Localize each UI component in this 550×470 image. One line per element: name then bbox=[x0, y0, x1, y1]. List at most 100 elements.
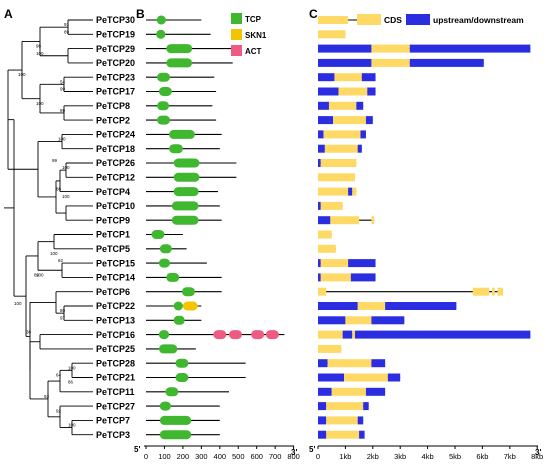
domain-tcp bbox=[171, 215, 199, 225]
gene-label: PeTCP26 bbox=[96, 158, 135, 168]
gene-label: PeTCP30 bbox=[96, 15, 135, 25]
utr-block bbox=[318, 58, 372, 67]
cds-block bbox=[371, 44, 410, 53]
axis-b-start: 5' bbox=[134, 445, 140, 454]
gene-label: PeTCP20 bbox=[96, 58, 135, 68]
gene-label: PeTCP19 bbox=[96, 30, 135, 40]
domain-act bbox=[213, 330, 227, 340]
bootstrap-value: 91 bbox=[64, 22, 70, 27]
bootstrap-value: 100 bbox=[62, 194, 70, 199]
utr-block bbox=[318, 416, 327, 425]
cds-block bbox=[323, 130, 361, 139]
axis-c-tick-label: 8kb bbox=[531, 452, 543, 461]
cds-block bbox=[326, 416, 358, 425]
domain-tcp bbox=[158, 87, 172, 96]
cds-block bbox=[371, 58, 410, 67]
utr-block bbox=[318, 316, 346, 325]
panel-label-a: A bbox=[4, 7, 13, 21]
cds-block bbox=[320, 273, 351, 282]
axis-b-tick-label: 200 bbox=[177, 452, 190, 461]
utr-block bbox=[318, 402, 327, 411]
cds-block bbox=[320, 259, 349, 268]
bootstrap-value: 100 bbox=[18, 72, 26, 77]
axis-c-end: 3' bbox=[535, 448, 541, 457]
bootstrap-value: 97 bbox=[60, 315, 66, 320]
domain-tcp bbox=[169, 144, 183, 154]
bootstrap-value: 64 bbox=[56, 373, 62, 378]
cds-block bbox=[352, 187, 357, 196]
bootstrap-value: 88 bbox=[56, 187, 62, 192]
legend-swatch-skn1 bbox=[231, 29, 242, 40]
utr-block bbox=[318, 273, 321, 282]
domain-tcp bbox=[157, 72, 170, 82]
domain-tcp bbox=[157, 115, 170, 125]
domain-tcp bbox=[173, 301, 183, 311]
cds-block bbox=[331, 387, 366, 396]
gene-label: PeTCP10 bbox=[96, 201, 135, 211]
utr-block bbox=[348, 187, 353, 196]
axis-c-tick-label: 4kb bbox=[422, 452, 434, 461]
gene-label: PeTCP13 bbox=[96, 316, 135, 326]
axis-c-tick-label: 3kb bbox=[394, 452, 406, 461]
cds-block bbox=[320, 201, 343, 210]
utr-block bbox=[359, 430, 365, 439]
gene-label: PeTCP4 bbox=[96, 187, 130, 197]
domain-tcp bbox=[159, 415, 192, 425]
axis-c-tick-label: 6kb bbox=[476, 452, 488, 461]
cds-block bbox=[318, 244, 336, 253]
cds-block bbox=[352, 330, 355, 339]
gene-label: PeTCP6 bbox=[96, 287, 130, 297]
domain-act bbox=[265, 330, 279, 340]
domain-tcp bbox=[169, 129, 195, 139]
cds-block bbox=[318, 287, 327, 296]
utr-block bbox=[348, 259, 376, 268]
bootstrap-value: 62 bbox=[58, 258, 64, 263]
axis-c-tick-label: 2kb bbox=[367, 452, 379, 461]
cds-block bbox=[320, 159, 357, 167]
utr-block bbox=[318, 44, 372, 53]
bootstrap-value: 86 bbox=[68, 380, 74, 385]
bootstrap-value: 99 bbox=[52, 158, 58, 163]
panel-label-c: C bbox=[309, 7, 318, 21]
domain-tcp bbox=[175, 373, 189, 382]
bootstrap-value: 100 bbox=[36, 101, 44, 106]
cds-block bbox=[371, 216, 375, 225]
cds-block bbox=[326, 430, 360, 439]
bootstrap-value: 99 bbox=[60, 108, 66, 113]
gene-label: PeTCP12 bbox=[96, 173, 135, 183]
gene-label: PeTCP1 bbox=[96, 230, 130, 240]
bootstrap-value: 54 bbox=[60, 79, 66, 84]
bootstrap-value: 100 bbox=[50, 251, 58, 256]
utr-block bbox=[367, 87, 376, 96]
domain-tcp bbox=[173, 172, 200, 182]
utr-block bbox=[318, 216, 331, 225]
utr-block bbox=[365, 387, 386, 396]
bootstrap-value: 80 bbox=[60, 308, 66, 313]
utr-block bbox=[318, 302, 358, 310]
gene-label: PeTCP11 bbox=[96, 387, 135, 397]
gene-label: PeTCP22 bbox=[96, 301, 135, 311]
legend-label-act: ACT bbox=[245, 47, 262, 56]
gene-label: PeTCP23 bbox=[96, 72, 135, 82]
domain-skn1 bbox=[182, 301, 198, 311]
utr-block bbox=[409, 44, 531, 53]
utr-block bbox=[371, 359, 386, 368]
cds-block bbox=[318, 187, 349, 196]
utr-block bbox=[409, 58, 484, 67]
domain-legend: TCP SKN1 ACT bbox=[231, 13, 267, 56]
gene-label: PeTCP5 bbox=[96, 244, 130, 254]
domain-tcp bbox=[159, 244, 172, 254]
axis-b-tick-label: 400 bbox=[214, 452, 227, 461]
gene-label: PeTCP15 bbox=[96, 258, 135, 268]
domain-tcp bbox=[158, 258, 170, 268]
axis-c-tick-label: 7kb bbox=[504, 452, 516, 461]
bootstrap-value: 100 bbox=[36, 51, 44, 56]
gene-label: PeTCP7 bbox=[96, 416, 130, 426]
domain-tcp bbox=[156, 15, 166, 25]
axis-c-tick-label: 0 bbox=[316, 452, 320, 461]
axis-b-tick-label: 500 bbox=[232, 452, 245, 461]
domain-tcp bbox=[151, 230, 165, 239]
utr-block bbox=[318, 201, 321, 210]
axis-b-tick-label: 300 bbox=[195, 452, 208, 461]
cds-block bbox=[318, 16, 349, 24]
